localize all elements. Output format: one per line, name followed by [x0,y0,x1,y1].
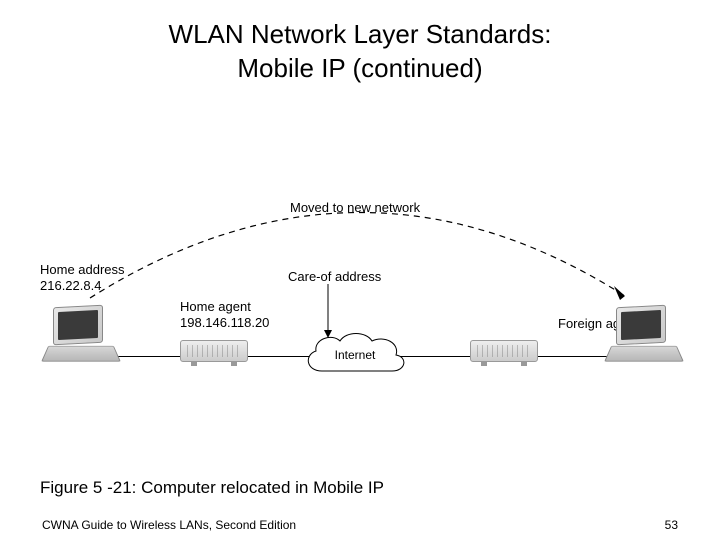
home-agent-label: Home agent 198.146.118.20 [180,299,269,332]
home-address-text: Home address [40,262,125,277]
page-number: 53 [665,518,678,532]
title-line-2: Mobile IP (continued) [237,53,482,83]
arc-label: Moved to new network [290,200,420,216]
title-line-1: WLAN Network Layer Standards: [169,19,552,49]
foreign-laptop-icon [608,306,678,364]
home-address-ip: 216.22.8.4 [40,278,101,293]
cloud-label: Internet [300,348,410,362]
slide-title: WLAN Network Layer Standards: Mobile IP … [0,18,720,86]
home-agent-ip: 198.146.118.20 [180,315,269,330]
home-agent-router-icon [180,340,248,362]
figure-caption: Figure 5 -21: Computer relocated in Mobi… [40,478,384,498]
footer-source: CWNA Guide to Wireless LANs, Second Edit… [42,518,296,532]
mobile-ip-diagram: Moved to new network Home address 216.22… [0,168,720,448]
home-address-label: Home address 216.22.8.4 [40,262,125,295]
internet-cloud-icon: Internet [300,327,410,383]
home-agent-text: Home agent [180,299,251,314]
home-laptop-icon [45,306,115,364]
foreign-agent-router-icon [470,340,538,362]
care-of-address-label: Care-of address [288,269,381,285]
